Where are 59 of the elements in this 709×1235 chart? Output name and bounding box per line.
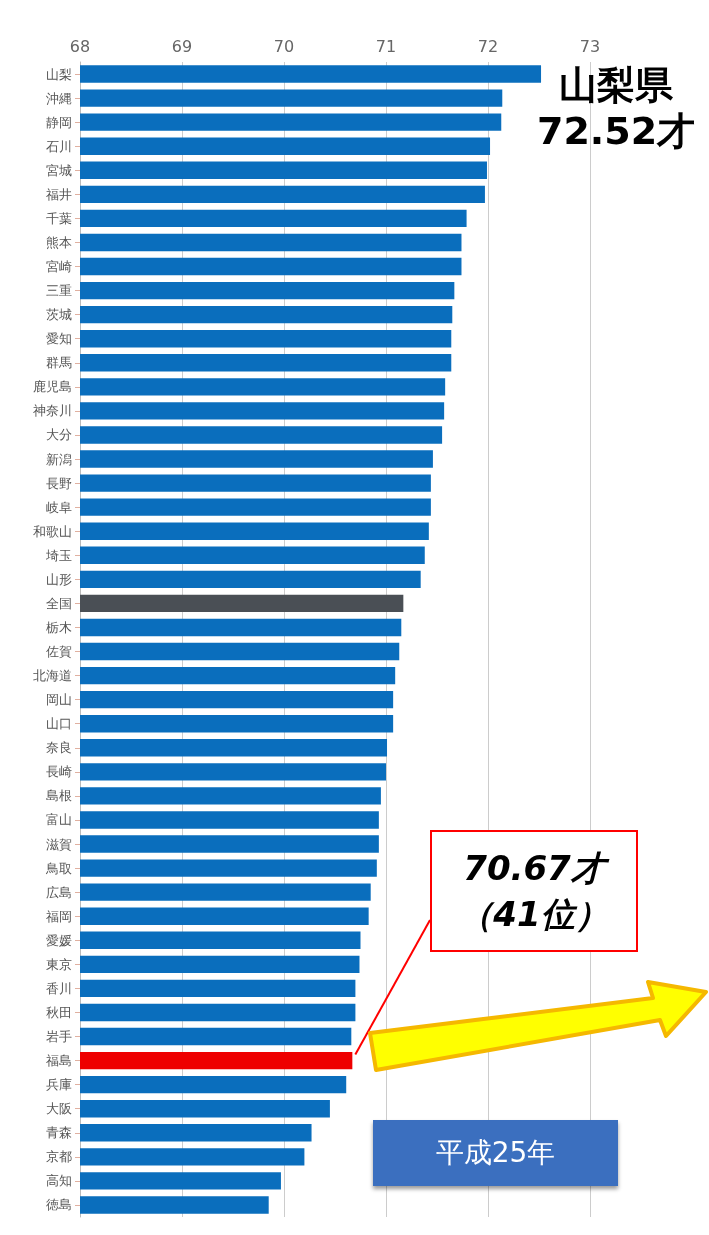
y-tick-label: 岡山 [46, 692, 72, 708]
y-tick-label: 山梨 [46, 66, 72, 82]
year-label-box: 平成25年 [373, 1120, 618, 1186]
y-tick-label: 山形 [46, 571, 72, 587]
y-tick-label: 福井 [46, 186, 72, 202]
annotation: 平成25年 [435, 1135, 556, 1171]
y-tick-label: 兵庫 [46, 1077, 72, 1093]
y-tick-label: 徳島 [46, 1197, 72, 1213]
y-tick-label: 宮城 [46, 162, 72, 178]
y-tick-label: 熊本 [46, 234, 72, 250]
y-tick-label: 愛媛 [46, 932, 72, 948]
y-tick-label: 長野 [46, 475, 72, 491]
y-tick-label: 佐賀 [46, 644, 72, 660]
x-tick-label: 68 [69, 36, 91, 56]
y-tick-label: 三重 [46, 283, 72, 299]
y-tick-label: 沖縄 [46, 90, 72, 106]
y-tick-label: 青森 [46, 1125, 72, 1141]
y-tick-label: 宮崎 [46, 259, 72, 275]
y-tick-label: 福島 [46, 1053, 72, 1069]
x-tick-label: 72 [477, 36, 499, 56]
y-tick-label: 神奈川 [33, 403, 72, 419]
callout-box: 70.67才（41位） [430, 830, 638, 952]
x-tick-label: 69 [171, 36, 193, 56]
y-tick-label: 鳥取 [45, 860, 72, 876]
y-tick-label: 富山 [46, 812, 72, 828]
x-tick-label: 71 [375, 36, 397, 56]
y-tick-label: 埼玉 [45, 547, 72, 563]
y-tick-label: 高知 [46, 1173, 72, 1189]
y-tick-label: 島根 [46, 788, 72, 804]
y-tick-label: 鹿児島 [33, 379, 72, 395]
y-tick-label: 山口 [46, 716, 72, 732]
y-tick-label: 群馬 [46, 355, 72, 371]
y-tick-label: 新潟 [46, 451, 72, 467]
y-tick-label: 北海道 [33, 668, 72, 684]
y-tick-label: 大阪 [46, 1101, 72, 1117]
x-tick-label: 70 [273, 36, 295, 56]
y-tick-label: 秋田 [46, 1004, 72, 1020]
y-tick-label: 栃木 [46, 619, 72, 635]
y-tick-label: 岐阜 [46, 499, 72, 515]
y-tick-label: 静岡 [46, 114, 72, 130]
y-tick-label: 石川 [46, 138, 72, 154]
annotation: 70.67才（41位） [458, 847, 611, 936]
y-tick-label: 京都 [46, 1149, 72, 1165]
y-tick-label: 岩手 [46, 1029, 72, 1045]
y-tick-label: 香川 [46, 980, 72, 996]
y-tick-label: 広島 [46, 884, 72, 900]
y-tick-label: 千葉 [46, 210, 72, 226]
y-tick-label: 長崎 [46, 764, 72, 780]
x-tick-label: 73 [579, 36, 601, 56]
y-tick-label: 滋賀 [46, 836, 72, 852]
annotation: 山梨県 72.52才 [536, 63, 696, 154]
y-tick-label: 東京 [46, 956, 72, 972]
y-tick-label: 和歌山 [33, 523, 72, 539]
y-tick-label: 福岡 [46, 908, 72, 924]
y-tick-label: 大分 [46, 427, 72, 443]
y-tick-label: 奈良 [46, 740, 72, 756]
y-tick-label: 全国 [46, 595, 72, 611]
y-tick-label: 愛知 [46, 331, 72, 347]
y-tick-label: 茨城 [46, 307, 72, 323]
